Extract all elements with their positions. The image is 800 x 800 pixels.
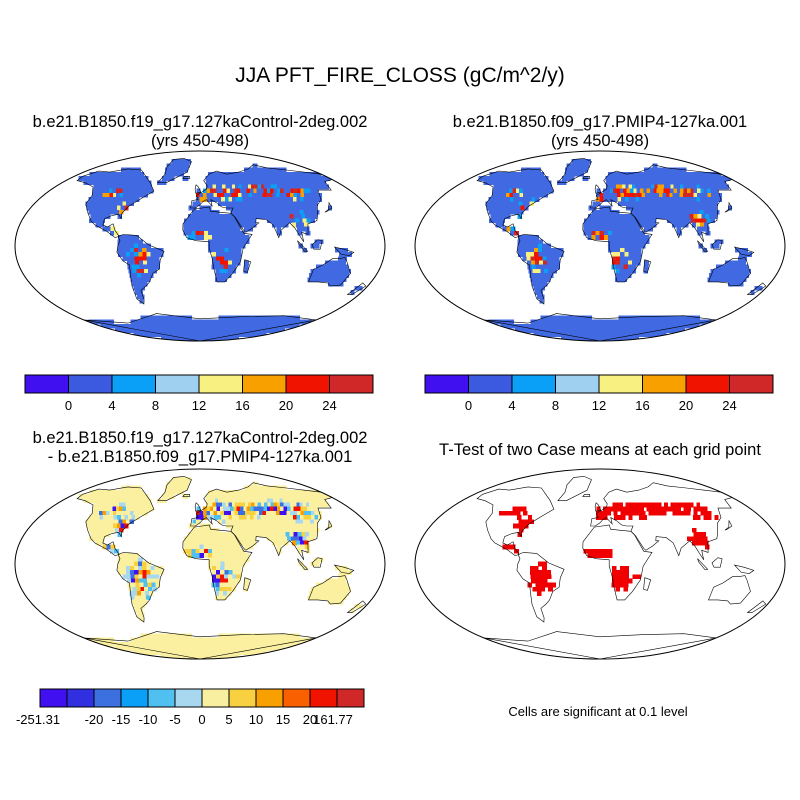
colorbar-control-label-1: 4 xyxy=(108,398,115,413)
colorbar-difference-box-5 xyxy=(174,688,203,708)
significance-note: Cells are significant at 0.1 level xyxy=(508,704,688,719)
colorbar-difference-label-2: -15 xyxy=(112,712,131,727)
map-pmip4 xyxy=(415,151,785,341)
colorbar-difference-box-11 xyxy=(336,688,365,708)
colorbar-control-label-0: 0 xyxy=(65,398,72,413)
colorbar-pmip4-box-6 xyxy=(685,374,730,394)
map-difference xyxy=(15,469,385,659)
colorbar-control-box-3 xyxy=(155,374,200,394)
ocean-ttest xyxy=(415,469,785,659)
colorbar-control-box-1 xyxy=(68,374,113,394)
colorbar-difference-label-4: -5 xyxy=(169,712,181,727)
colorbar-pmip4-label-5: 20 xyxy=(679,398,693,413)
map-border-difference xyxy=(14,468,386,660)
colorbar-control-box-4 xyxy=(198,374,243,394)
colorbar-pmip4-box-1 xyxy=(468,374,513,394)
colorbar-control-box-7 xyxy=(329,374,374,394)
coastlines-control xyxy=(76,158,367,341)
colorbar-difference-box-8 xyxy=(255,688,284,708)
colorbar-pmip4-label-4: 16 xyxy=(635,398,649,413)
colorbar-difference-label-0: -251.31 xyxy=(16,712,60,727)
colorbar-pmip4-label-2: 8 xyxy=(552,398,559,413)
colorbar-difference-label-3: -10 xyxy=(139,712,158,727)
colorbar-control-box-6 xyxy=(285,374,330,394)
colorbar-difference-label-9: 20 xyxy=(303,712,317,727)
colorbar-difference-box-7 xyxy=(228,688,257,708)
colorbar-pmip4-box-7 xyxy=(729,374,774,394)
colorbar-control-box-2 xyxy=(111,374,156,394)
colorbar-pmip4-box-5 xyxy=(642,374,687,394)
panel-title-control-line2: (yrs 450-498) xyxy=(150,132,250,150)
colorbar-pmip4-box-4 xyxy=(598,374,643,394)
colorbar-control-label-3: 12 xyxy=(192,398,206,413)
panel-title-control-line1: b.e21.B1850.f19_g17.127kaControl-2deg.00… xyxy=(32,113,368,131)
colorbar-pmip4-box-0 xyxy=(424,374,469,394)
grid-cells-difference xyxy=(78,477,363,659)
map-ttest xyxy=(415,469,785,659)
grid-cells-ttest xyxy=(498,502,719,596)
colorbar-pmip4-box-2 xyxy=(511,374,556,394)
coastlines-ttest xyxy=(476,476,767,659)
colorbar-difference-label-8: 15 xyxy=(276,712,290,727)
map-border-pmip4 xyxy=(414,150,786,342)
colorbar-control-label-2: 8 xyxy=(152,398,159,413)
colorbar-control-box-5 xyxy=(242,374,287,394)
colorbar-control-label-6: 24 xyxy=(322,398,336,413)
figure-title: JJA PFT_FIRE_CLOSS (gC/m^2/y) xyxy=(235,64,565,87)
colorbar-control-box-0 xyxy=(24,374,69,394)
colorbar-difference-label-5: 0 xyxy=(198,712,205,727)
colorbar-difference-box-0 xyxy=(39,688,68,708)
panel-title-ttest: T-Test of two Case means at each grid po… xyxy=(400,441,800,460)
colorbar-difference-box-9 xyxy=(282,688,311,708)
colorbar-control: 0 4 8 12 16 20 24 xyxy=(24,374,374,413)
panel-title-ttest-line1: T-Test of two Case means at each grid po… xyxy=(439,441,761,459)
colorbar-difference-label-1: -20 xyxy=(85,712,104,727)
colorbar-pmip4-label-0: 0 xyxy=(465,398,472,413)
colorbar-pmip4-label-1: 4 xyxy=(508,398,515,413)
colorbar-pmip4-label-6: 24 xyxy=(722,398,736,413)
coastlines-pmip4 xyxy=(476,158,767,341)
colorbar-difference-box-10 xyxy=(309,688,338,708)
colorbar-control-label-5: 20 xyxy=(279,398,293,413)
panel-title-pmip4: b.e21.B1850.f09_g17.PMIP4-127ka.001 (yrs… xyxy=(400,113,800,151)
coastlines-difference xyxy=(76,476,367,659)
colorbar-difference-label-7: 10 xyxy=(249,712,263,727)
panel-title-difference: b.e21.B1850.f19_g17.127kaControl-2deg.00… xyxy=(0,429,400,467)
panel-title-difference-line1: b.e21.B1850.f19_g17.127kaControl-2deg.00… xyxy=(32,429,368,447)
colorbar-pmip4-label-3: 12 xyxy=(592,398,606,413)
colorbar-difference-box-2 xyxy=(93,688,122,708)
colorbar-pmip4: 0 4 8 12 16 20 24 xyxy=(424,374,774,413)
colorbar-difference-box-6 xyxy=(201,688,230,708)
map-border-ttest xyxy=(414,468,786,660)
colorbar-difference-label-10: 161.77 xyxy=(313,712,353,727)
colorbar-pmip4-box-3 xyxy=(555,374,600,394)
map-border-control xyxy=(14,150,386,342)
panel-title-pmip4-line2: (yrs 450-498) xyxy=(550,132,650,150)
colorbar-difference-box-3 xyxy=(120,688,149,708)
colorbar-difference-box-1 xyxy=(66,688,95,708)
panel-title-difference-line2: - b.e21.B1850.f09_g17.PMIP4-127ka.001 xyxy=(47,448,353,466)
panel-title-pmip4-line1: b.e21.B1850.f09_g17.PMIP4-127ka.001 xyxy=(452,113,748,131)
panel-title-control: b.e21.B1850.f19_g17.127kaControl-2deg.00… xyxy=(0,113,400,151)
colorbar-difference-box-4 xyxy=(147,688,176,708)
colorbar-difference-label-6: 5 xyxy=(225,712,232,727)
grid-cells-pmip4 xyxy=(478,159,763,341)
map-control xyxy=(15,151,385,341)
colorbar-control-label-4: 16 xyxy=(235,398,249,413)
